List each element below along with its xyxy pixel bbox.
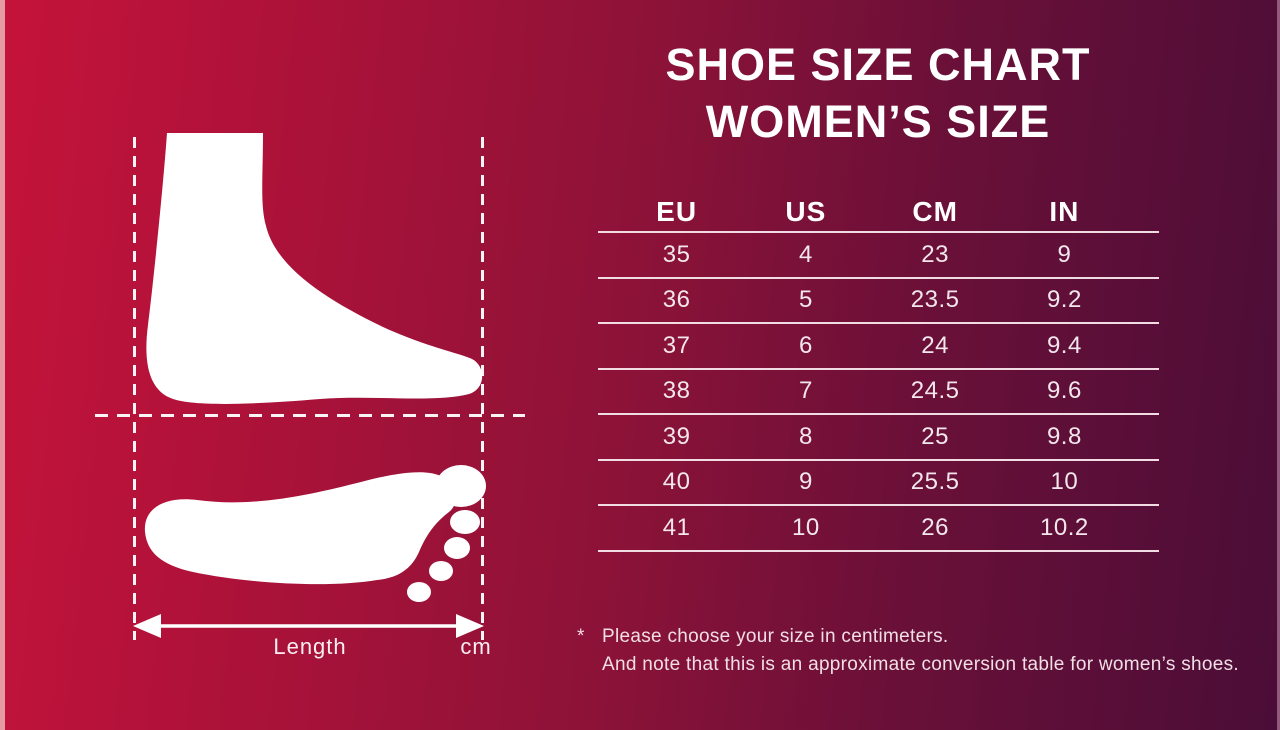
footnote-line-1: Please choose your size in centimeters. [602, 626, 949, 647]
size-cell: 40 [662, 468, 691, 496]
size-cell: 37 [662, 331, 691, 359]
size-cell: 36 [662, 286, 691, 314]
heel-dashed-guide-line [133, 137, 136, 640]
size-cell: 25.5 [910, 468, 960, 496]
right-edge-accent [1277, 0, 1280, 730]
size-cell: 10 [1050, 468, 1079, 496]
size-cell: 7 [798, 377, 813, 405]
size-cell: 41 [662, 513, 691, 541]
header-eu: EU [656, 195, 698, 227]
size-cell: 23 [921, 240, 949, 268]
size-cell: 39 [662, 422, 691, 450]
size-table-row: 36 5 23.5 9.2 [598, 279, 1159, 324]
size-table-body: 35 4 23 9 36 5 23.5 9.2 37 6 24 9.4 38 7… [598, 233, 1159, 552]
size-cell: 24 [921, 331, 949, 359]
footnote-asterisk: * [577, 626, 585, 647]
size-table-row: 40 9 25.5 10 [598, 461, 1159, 506]
size-cell: 8 [798, 422, 813, 450]
size-cell: 6 [798, 331, 813, 359]
size-cell: 9 [798, 468, 813, 496]
size-table-row: 35 4 23 9 [598, 233, 1159, 279]
length-label: Length [273, 634, 347, 659]
foot-side-illustration [146, 133, 483, 404]
size-cell: 5 [798, 286, 813, 314]
sole-dashed-guide-line [95, 414, 525, 417]
size-table-row: 37 6 24 9.4 [598, 324, 1159, 370]
size-cell: 25 [921, 422, 949, 450]
footnote-line-2: And note that this is an approximate con… [602, 654, 1239, 675]
footprint-illustration [144, 465, 486, 602]
size-cell: 10 [792, 513, 820, 541]
header-in: IN [1049, 195, 1080, 227]
size-cell: 10.2 [1040, 513, 1089, 541]
size-cell: 9.2 [1046, 286, 1082, 314]
size-cell: 9.6 [1046, 377, 1082, 405]
size-table-row: 41 10 26 10.2 [598, 506, 1159, 552]
size-cell: 26 [921, 513, 949, 541]
size-cell: 9 [1057, 240, 1072, 268]
length-measure-arrow [133, 614, 484, 638]
header-cm: CM [912, 195, 958, 227]
cm-unit-label: cm [460, 634, 492, 659]
size-cell: 35 [662, 240, 691, 268]
size-conversion-table: EU US CM IN 35 4 23 9 36 5 23.5 9.2 37 6… [598, 192, 1159, 552]
size-table-row: 38 7 24.5 9.6 [598, 370, 1159, 415]
size-cell: 9.4 [1046, 331, 1082, 359]
size-table-row: 39 8 25 9.8 [598, 415, 1159, 461]
header-us: US [785, 195, 827, 227]
title-line-1: SHOE SIZE CHART [665, 39, 1091, 90]
size-cell: 38 [662, 377, 691, 405]
page-title: SHOE SIZE CHART WOMEN’S SIZE [600, 36, 1156, 150]
size-cell: 24.5 [910, 377, 960, 405]
left-edge-accent [0, 0, 5, 730]
size-cell: 4 [798, 240, 813, 268]
size-cell: 23.5 [910, 286, 960, 314]
size-cell: 9.8 [1046, 422, 1082, 450]
size-table-header: EU US CM IN [598, 192, 1159, 233]
title-line-2: WOMEN’S SIZE [705, 96, 1051, 147]
footnote: * Please choose your size in centimeters… [577, 623, 1277, 679]
toe-dashed-guide-line [481, 137, 484, 640]
